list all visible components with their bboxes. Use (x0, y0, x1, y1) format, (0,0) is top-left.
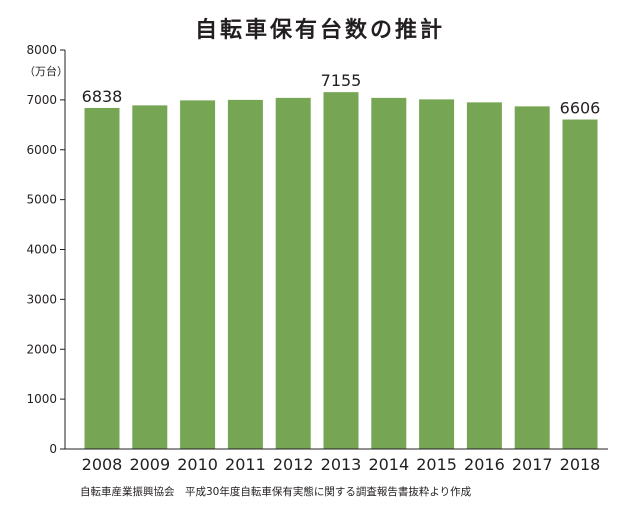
x-tick-label: 2009 (129, 455, 170, 474)
data-label-2018: 6606 (560, 99, 601, 118)
y-tick-label: 4000 (26, 243, 57, 257)
x-tick-label: 2015 (416, 455, 457, 474)
y-axis-unit: （万台） (24, 64, 68, 78)
y-tick-label: 8000 (26, 43, 57, 57)
data-label-2013: 7155 (321, 71, 362, 90)
y-axis-ticks: 0 1000 2000 3000 4000 5000 6000 7000 8000 (26, 43, 65, 456)
bar-2015 (419, 99, 455, 449)
y-tick-label: 7000 (26, 93, 57, 107)
y-tick-label: 3000 (26, 292, 57, 306)
x-tick-label: 2008 (82, 455, 123, 474)
y-tick-label: 0 (49, 442, 57, 456)
x-tick-label: 2012 (273, 455, 314, 474)
data-label-2008: 6838 (82, 87, 123, 106)
x-tick-label: 2017 (512, 455, 553, 474)
bar-2010 (180, 100, 216, 449)
bar-2014 (371, 97, 407, 449)
bar-2011 (227, 99, 263, 449)
bar-2008 (84, 107, 120, 450)
bars (84, 92, 598, 450)
x-tick-label: 2014 (368, 455, 409, 474)
bar-2013 (323, 92, 359, 449)
x-tick-label: 2016 (464, 455, 505, 474)
y-tick-label: 6000 (26, 143, 57, 157)
bar-2018 (562, 119, 598, 449)
x-tick-label: 2013 (321, 455, 362, 474)
bar-2017 (514, 106, 550, 449)
data-labels: 6838 7155 6606 (82, 71, 601, 117)
x-tick-label: 2011 (225, 455, 266, 474)
bar-2016 (466, 102, 502, 450)
chart-title: 自転車保有台数の推計 (195, 17, 445, 43)
bar-2012 (275, 97, 311, 449)
y-tick-label: 5000 (26, 193, 57, 207)
x-tick-label: 2018 (560, 455, 601, 474)
y-tick-label: 2000 (26, 342, 57, 356)
bar-2009 (132, 105, 168, 449)
source-note: 自転車産業振興協会 平成30年度自転車保有実態に関する調査報告書抜粋より作成 (80, 485, 472, 498)
x-tick-label: 2010 (177, 455, 218, 474)
x-axis-ticks: 2008 2009 2010 2011 2012 2013 2014 2015 2016 2017… (82, 455, 601, 474)
y-tick-label: 1000 (26, 392, 57, 406)
